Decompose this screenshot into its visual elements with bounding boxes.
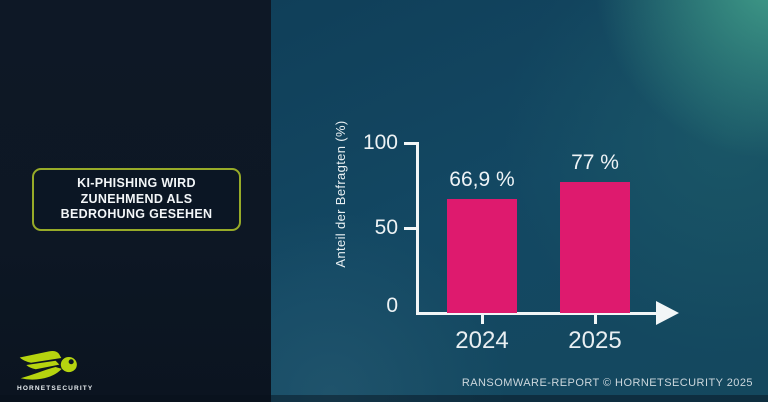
bar-value-2025: 77 %: [571, 151, 619, 174]
title-line-1: KI-PHISHING WIRD: [77, 176, 196, 191]
brand-label: HORNETSECURITY: [17, 385, 94, 392]
bar-value-2024: 66,9 %: [449, 168, 515, 191]
left-panel: KI-PHISHING WIRD ZUNEHMEND ALS BEDROHUNG…: [0, 0, 271, 402]
x-tick-2024: [481, 314, 484, 324]
x-label-2024: 2024: [455, 327, 509, 354]
title-box: KI-PHISHING WIRD ZUNEHMEND ALS BEDROHUNG…: [32, 168, 241, 231]
bar-group-2024: 66,9 %: [447, 168, 517, 313]
bar-2024: [447, 199, 517, 313]
bottom-edge-strip: [0, 395, 768, 402]
y-axis-title: Anteil der Befragten (%): [333, 120, 348, 268]
title-line-3: BEDROHUNG GESEHEN: [60, 207, 213, 222]
y-axis-line: [416, 142, 419, 314]
x-tick-2025: [594, 314, 597, 324]
right-panel: [271, 0, 768, 402]
x-label-2025: 2025: [568, 327, 622, 354]
y-tick-50: [404, 227, 416, 230]
hornetsecurity-logo: HORNETSECURITY: [17, 349, 94, 392]
y-tick-label-50: 50: [374, 216, 398, 239]
footer-text: RANSOMWARE-REPORT © HORNETSECURITY 2025: [461, 377, 753, 389]
bar-group-2025: 77 %: [560, 151, 630, 313]
y-tick-label-100: 100: [362, 131, 398, 154]
title-line-2: ZUNEHMEND ALS: [80, 191, 193, 206]
hornet-icon: [17, 349, 87, 383]
bar-2025: [560, 182, 630, 313]
y-tick-label-0: 0: [386, 294, 398, 317]
x-axis-arrow-icon: [656, 301, 679, 325]
y-tick-100: [404, 142, 416, 145]
x-axis-line: [416, 312, 659, 315]
